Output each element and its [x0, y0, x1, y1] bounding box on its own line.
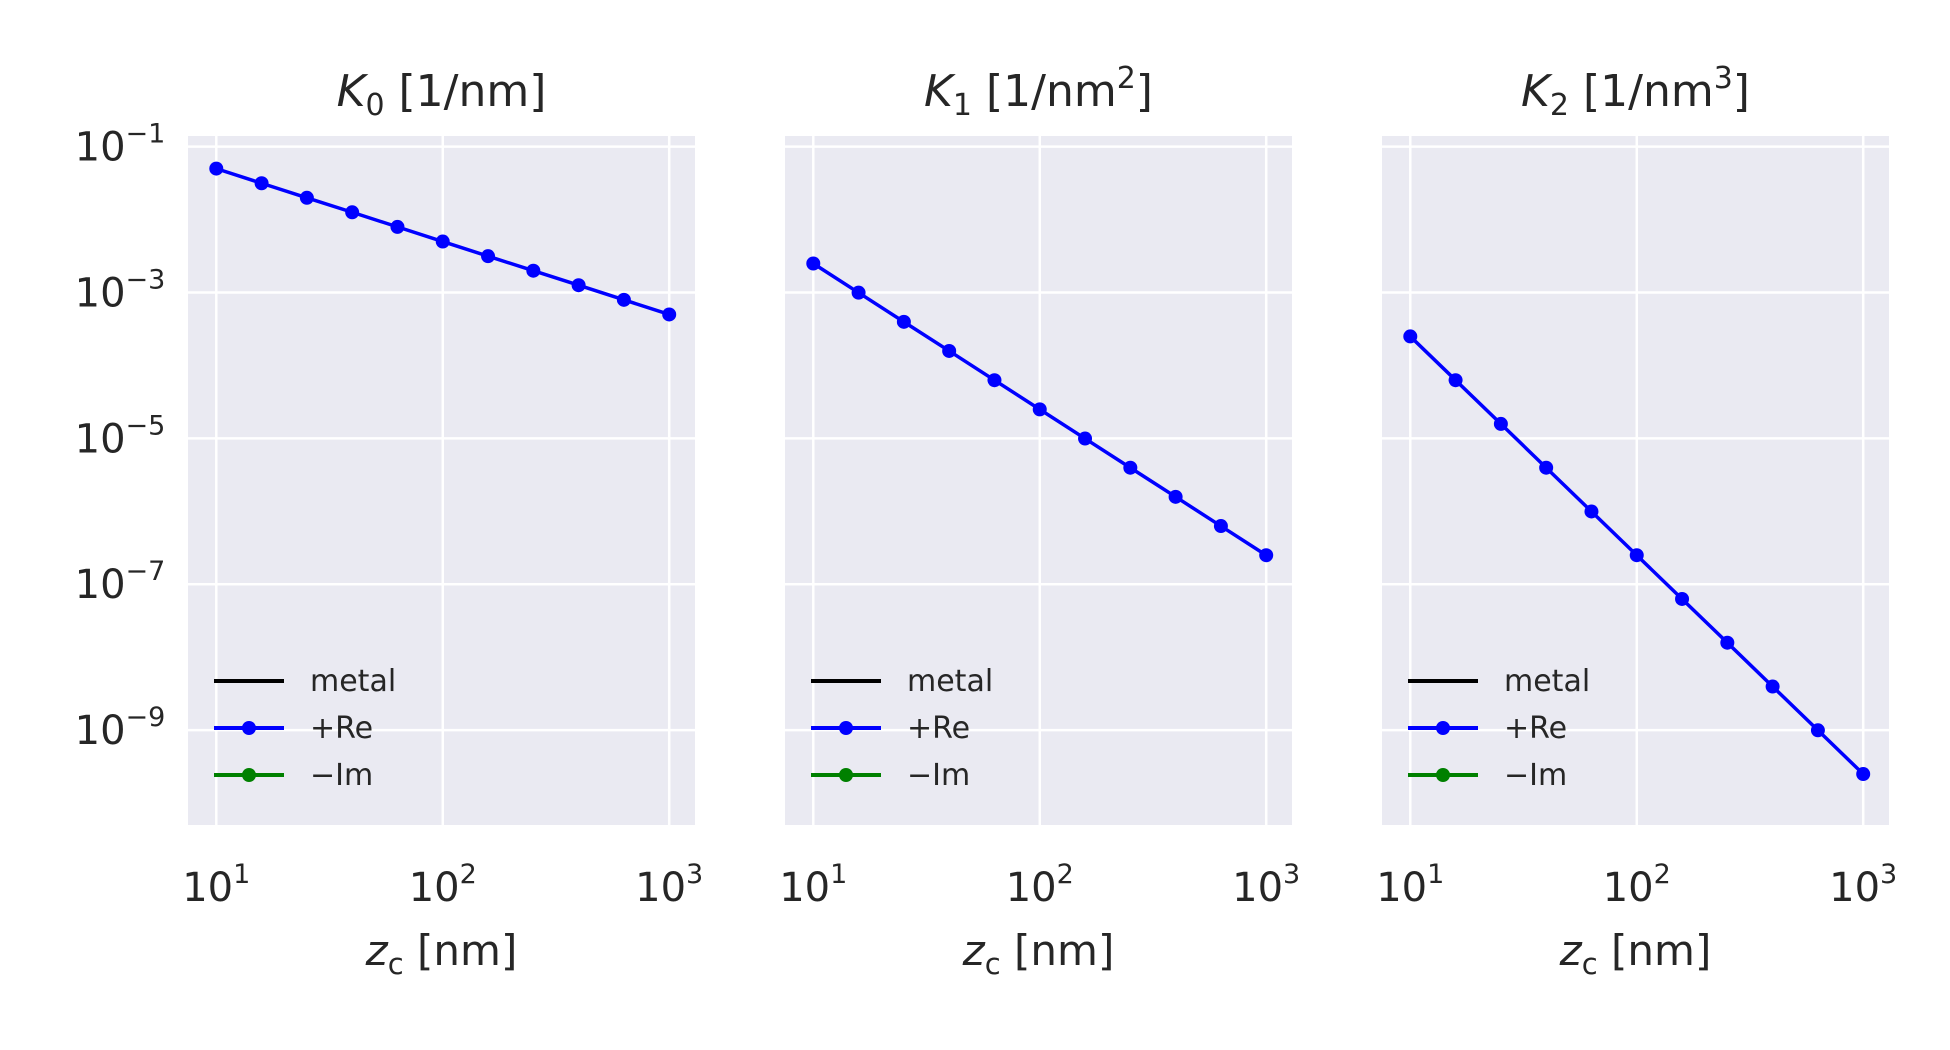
subplot-title: K2 [1/nm3]	[1521, 61, 1750, 123]
y-tick-label: 10−9	[75, 702, 166, 754]
data-point	[1856, 767, 1871, 782]
data-point	[1403, 329, 1418, 344]
data-point	[616, 292, 631, 307]
legend-label: −Im	[907, 758, 970, 793]
data-point	[1123, 460, 1138, 475]
data-point	[254, 176, 269, 191]
x-tick-label: 103	[1232, 859, 1300, 911]
data-point	[1629, 548, 1644, 563]
x-tick-label: 102	[409, 859, 477, 911]
data-point	[1539, 460, 1554, 475]
x-tick-label: 101	[182, 859, 250, 911]
data-point	[1032, 402, 1047, 417]
data-point	[571, 278, 586, 293]
subplot-1: 101 102 103 K1 [1/nm2] zc [nm] metal +Re −Im	[779, 61, 1300, 981]
data-point	[1765, 679, 1780, 694]
x-axis-label: zc [nm]	[962, 926, 1115, 981]
data-point	[1259, 548, 1274, 563]
legend-label: +Re	[1504, 711, 1567, 746]
subplot-title: K0 [1/nm]	[337, 66, 547, 123]
x-tick-label: 102	[1006, 859, 1074, 911]
x-axis-label: zc [nm]	[1559, 926, 1712, 981]
subplot-2: 101 102 103 K2 [1/nm3] zc [nm] metal +Re −Im	[1376, 61, 1897, 981]
data-point	[1584, 504, 1599, 519]
data-point	[1720, 635, 1735, 650]
data-point	[1493, 416, 1508, 431]
legend-marker	[839, 721, 853, 735]
legend-marker	[242, 768, 256, 782]
data-point	[1168, 489, 1183, 504]
data-point	[1078, 431, 1093, 446]
legend-label: −Im	[1504, 758, 1567, 793]
data-point	[851, 285, 866, 300]
x-tick-label: 103	[1829, 859, 1897, 911]
legend-marker	[1436, 768, 1450, 782]
data-point	[806, 256, 821, 271]
y-tick-label: 10−7	[75, 556, 166, 608]
y-tick-label: 10−5	[75, 410, 166, 462]
legend-label: −Im	[310, 758, 373, 793]
data-point	[209, 161, 224, 176]
legend-label: +Re	[310, 711, 373, 746]
legend-marker	[242, 721, 256, 735]
subplot-title: K1 [1/nm2]	[924, 61, 1153, 123]
data-point	[526, 263, 541, 278]
data-point	[299, 190, 314, 205]
legend-marker	[839, 768, 853, 782]
data-point	[1675, 591, 1690, 606]
y-tick-label: 10−3	[75, 265, 166, 317]
legend-marker	[1436, 721, 1450, 735]
data-point	[942, 343, 957, 358]
data-point	[390, 219, 405, 234]
legend-label: metal	[310, 664, 396, 699]
data-point	[435, 234, 450, 249]
legend-label: +Re	[907, 711, 970, 746]
legend-label: metal	[1504, 664, 1590, 699]
x-tick-label: 102	[1603, 859, 1671, 911]
x-axis-label: zc [nm]	[365, 926, 518, 981]
subplot-0: 101 102 103 10−1 10−3 10−5 10−7 10−9 K0 [1/nm] zc…	[75, 66, 704, 981]
x-tick-label: 101	[1376, 859, 1444, 911]
data-point	[1448, 373, 1463, 388]
data-point	[481, 249, 496, 264]
x-tick-label: 101	[779, 859, 847, 911]
y-tick-label: 10−1	[75, 119, 166, 171]
data-point	[662, 307, 677, 322]
data-point	[345, 205, 360, 220]
data-point	[1213, 519, 1228, 534]
data-point	[987, 373, 1002, 388]
x-tick-label: 103	[635, 859, 703, 911]
data-point	[896, 314, 911, 329]
data-point	[1810, 723, 1825, 738]
legend-label: metal	[907, 664, 993, 699]
